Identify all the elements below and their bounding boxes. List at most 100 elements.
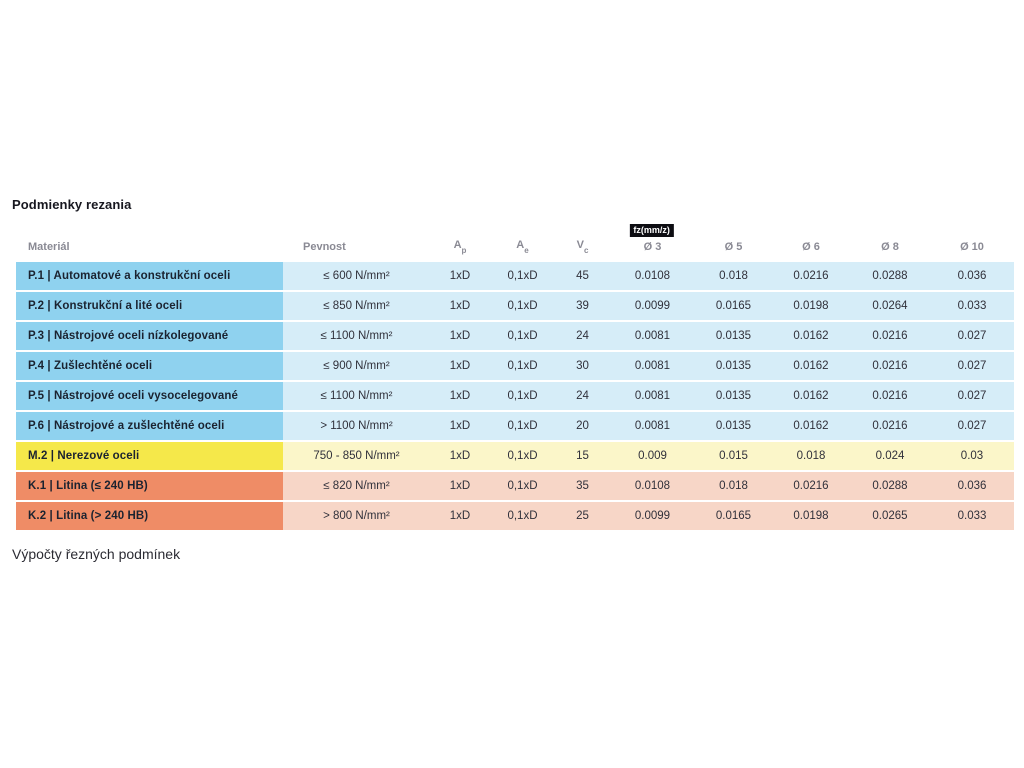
ap-cell: 1xD — [430, 352, 490, 380]
ae-cell: 0,1xD — [490, 382, 555, 410]
ae-cell: 0,1xD — [490, 322, 555, 350]
table-row: P.1 | Automatové a konstrukční oceli ≤ 60… — [16, 262, 1014, 290]
cutting-conditions-table: Materiál Pevnost Ap Ae Vc fz(mm/z) Ø 3 Ø… — [16, 222, 1014, 532]
vc-cell: 24 — [555, 322, 610, 350]
fz-d8-cell: 0.0288 — [850, 262, 930, 290]
material-cell: M.2 | Nerezové oceli — [16, 442, 283, 470]
section-title: Podmienky rezania — [12, 197, 132, 212]
table-row: P.4 | Zušlechtěné oceli ≤ 900 N/mm² 1xD 0,1… — [16, 352, 1014, 380]
fz-d5-cell: 0.015 — [695, 442, 772, 470]
fz-d5-cell: 0.0135 — [695, 352, 772, 380]
fz-d3-cell: 0.0108 — [610, 262, 695, 290]
material-cell: P.6 | Nástrojové a zušlechtěné oceli — [16, 412, 283, 440]
table-row: K.1 | Litina (≤ 240 HB) ≤ 820 N/mm² 1xD 0,1… — [16, 472, 1014, 500]
fz-d10-cell: 0.036 — [930, 262, 1014, 290]
fz-d8-cell: 0.0216 — [850, 322, 930, 350]
material-cell: K.2 | Litina (> 240 HB) — [16, 502, 283, 530]
ap-cell: 1xD — [430, 292, 490, 320]
fz-d8-cell: 0.0216 — [850, 352, 930, 380]
col-header-d3: fz(mm/z) Ø 3 — [610, 222, 695, 262]
fz-d5-cell: 0.0135 — [695, 412, 772, 440]
material-cell: P.3 | Nástrojové oceli nízkolegované — [16, 322, 283, 350]
ap-cell: 1xD — [430, 412, 490, 440]
pevnost-cell: ≤ 850 N/mm² — [283, 292, 430, 320]
next-section-title: Výpočty řezných podmínek — [12, 546, 181, 562]
fz-d3-cell: 0.0099 — [610, 292, 695, 320]
vc-cell: 45 — [555, 262, 610, 290]
vc-cell: 24 — [555, 382, 610, 410]
fz-d3-cell: 0.0108 — [610, 472, 695, 500]
vc-cell: 25 — [555, 502, 610, 530]
fz-d5-cell: 0.018 — [695, 472, 772, 500]
pevnost-cell: ≤ 820 N/mm² — [283, 472, 430, 500]
vc-cell: 20 — [555, 412, 610, 440]
ae-cell: 0,1xD — [490, 412, 555, 440]
pevnost-cell: ≤ 900 N/mm² — [283, 352, 430, 380]
ap-cell: 1xD — [430, 472, 490, 500]
ap-cell: 1xD — [430, 502, 490, 530]
fz-d6-cell: 0.0216 — [772, 472, 850, 500]
ap-cell: 1xD — [430, 382, 490, 410]
ae-cell: 0,1xD — [490, 352, 555, 380]
fz-unit-badge: fz(mm/z) — [629, 224, 674, 237]
fz-d5-cell: 0.0135 — [695, 382, 772, 410]
table-row: P.2 | Konstrukční a lité oceli ≤ 850 N/mm… — [16, 292, 1014, 320]
ae-cell: 0,1xD — [490, 472, 555, 500]
fz-d3-cell: 0.0081 — [610, 322, 695, 350]
table-row: P.6 | Nástrojové a zušlechtěné oceli > 11… — [16, 412, 1014, 440]
vc-cell: 30 — [555, 352, 610, 380]
material-cell: P.5 | Nástrojové oceli vysocelegované — [16, 382, 283, 410]
fz-d6-cell: 0.0198 — [772, 292, 850, 320]
fz-d6-cell: 0.0162 — [772, 322, 850, 350]
material-cell: K.1 | Litina (≤ 240 HB) — [16, 472, 283, 500]
col-header-ae: Ae — [516, 238, 529, 255]
fz-d6-cell: 0.0162 — [772, 352, 850, 380]
fz-d3-cell: 0.0081 — [610, 352, 695, 380]
fz-d6-cell: 0.0162 — [772, 412, 850, 440]
pevnost-cell: > 800 N/mm² — [283, 502, 430, 530]
fz-d3-cell: 0.0099 — [610, 502, 695, 530]
ae-cell: 0,1xD — [490, 442, 555, 470]
ae-cell: 0,1xD — [490, 292, 555, 320]
fz-d10-cell: 0.027 — [930, 322, 1014, 350]
fz-d6-cell: 0.018 — [772, 442, 850, 470]
pevnost-cell: ≤ 1100 N/mm² — [283, 382, 430, 410]
fz-d8-cell: 0.0265 — [850, 502, 930, 530]
ap-cell: 1xD — [430, 262, 490, 290]
fz-d8-cell: 0.0216 — [850, 412, 930, 440]
ae-cell: 0,1xD — [490, 262, 555, 290]
col-header-vc: Vc — [576, 238, 589, 255]
fz-d8-cell: 0.0216 — [850, 382, 930, 410]
fz-d6-cell: 0.0216 — [772, 262, 850, 290]
table-row: P.5 | Nástrojové oceli vysocelegované ≤ 1… — [16, 382, 1014, 410]
fz-d6-cell: 0.0198 — [772, 502, 850, 530]
table-header-row: Materiál Pevnost Ap Ae Vc fz(mm/z) Ø 3 Ø… — [16, 222, 1014, 262]
fz-d3-cell: 0.0081 — [610, 382, 695, 410]
ae-cell: 0,1xD — [490, 502, 555, 530]
material-cell: P.4 | Zušlechtěné oceli — [16, 352, 283, 380]
col-header-d6: Ø 6 — [802, 241, 820, 253]
fz-d8-cell: 0.0264 — [850, 292, 930, 320]
fz-d10-cell: 0.027 — [930, 412, 1014, 440]
col-header-d8: Ø 8 — [881, 241, 899, 253]
fz-d10-cell: 0.03 — [930, 442, 1014, 470]
pevnost-cell: ≤ 600 N/mm² — [283, 262, 430, 290]
vc-cell: 39 — [555, 292, 610, 320]
fz-d10-cell: 0.033 — [930, 502, 1014, 530]
fz-d8-cell: 0.024 — [850, 442, 930, 470]
fz-d8-cell: 0.0288 — [850, 472, 930, 500]
pevnost-cell: > 1100 N/mm² — [283, 412, 430, 440]
fz-d10-cell: 0.033 — [930, 292, 1014, 320]
ap-cell: 1xD — [430, 322, 490, 350]
material-cell: P.1 | Automatové a konstrukční oceli — [16, 262, 283, 290]
fz-d5-cell: 0.0165 — [695, 502, 772, 530]
fz-d3-cell: 0.009 — [610, 442, 695, 470]
material-cell: P.2 | Konstrukční a lité oceli — [16, 292, 283, 320]
table-row: M.2 | Nerezové oceli 750 - 850 N/mm² 1xD 0,… — [16, 442, 1014, 470]
fz-d10-cell: 0.027 — [930, 352, 1014, 380]
table-row: P.3 | Nástrojové oceli nízkolegované ≤ 11… — [16, 322, 1014, 350]
fz-d3-cell: 0.0081 — [610, 412, 695, 440]
conditions-table-body: P.1 | Automatové a konstrukční oceli ≤ 60… — [16, 262, 1014, 530]
fz-d6-cell: 0.0162 — [772, 382, 850, 410]
fz-d5-cell: 0.018 — [695, 262, 772, 290]
